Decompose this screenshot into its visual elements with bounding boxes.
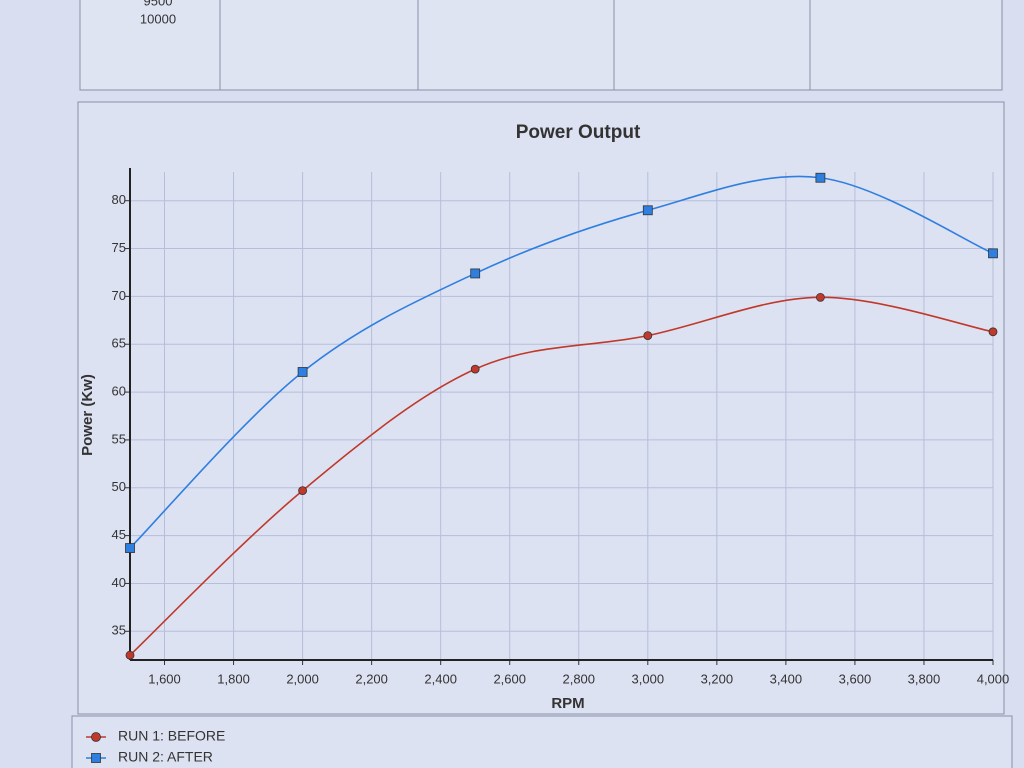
marker xyxy=(988,327,998,337)
marker xyxy=(988,248,998,259)
series-line xyxy=(129,296,994,656)
chart-title: Power Output xyxy=(516,122,641,143)
x-tick-label: 3,600 xyxy=(839,671,872,686)
y-tick-label: 60 xyxy=(112,384,126,399)
x-axis-label: RPM xyxy=(551,695,584,712)
legend-marker xyxy=(91,753,101,763)
marker xyxy=(125,650,135,660)
marker xyxy=(470,364,480,374)
x-tick-label: 2,200 xyxy=(355,671,388,686)
y-axis-label: Power (Kw) xyxy=(79,374,96,456)
marker xyxy=(125,543,135,553)
table-cell: 10000 xyxy=(140,11,176,26)
legend-label: RUN 1: BEFORE xyxy=(118,728,225,744)
marker xyxy=(642,205,653,216)
y-tick-label: 35 xyxy=(112,623,126,638)
marker xyxy=(815,172,826,183)
x-tick-label: 3,200 xyxy=(701,671,734,686)
marker xyxy=(816,292,825,302)
x-tick-label: 3,400 xyxy=(770,671,803,686)
marker xyxy=(297,367,308,377)
y-tick-label: 40 xyxy=(112,575,126,590)
legend-panel xyxy=(71,715,1013,768)
x-tick-label: 1,600 xyxy=(148,671,181,686)
legend-marker xyxy=(91,732,101,742)
marker xyxy=(298,486,308,496)
chart-panel xyxy=(77,101,1005,715)
y-tick-label: 80 xyxy=(112,192,126,207)
y-tick-label: 55 xyxy=(112,431,126,446)
series-line xyxy=(129,175,994,549)
y-tick-label: 50 xyxy=(112,479,126,494)
x-tick-label: 2,600 xyxy=(493,671,526,686)
y-tick-label: 45 xyxy=(112,527,126,542)
marker xyxy=(643,331,653,341)
x-tick-label: 3,800 xyxy=(908,671,941,686)
table-fragment xyxy=(79,0,1003,91)
x-tick-label: 4,000 xyxy=(977,671,1010,686)
table-cell: 9500 xyxy=(144,0,173,8)
y-tick-label: 75 xyxy=(112,240,126,255)
x-tick-label: 2,400 xyxy=(424,671,457,686)
x-tick-label: 3,000 xyxy=(632,671,665,686)
y-tick-label: 65 xyxy=(112,336,126,351)
legend-label: RUN 2: AFTER xyxy=(118,749,213,765)
x-tick-label: 2,800 xyxy=(562,671,595,686)
y-tick-label: 70 xyxy=(112,288,126,303)
x-tick-label: 2,000 xyxy=(286,671,319,686)
marker xyxy=(470,268,481,279)
x-tick-label: 1,800 xyxy=(217,671,250,686)
